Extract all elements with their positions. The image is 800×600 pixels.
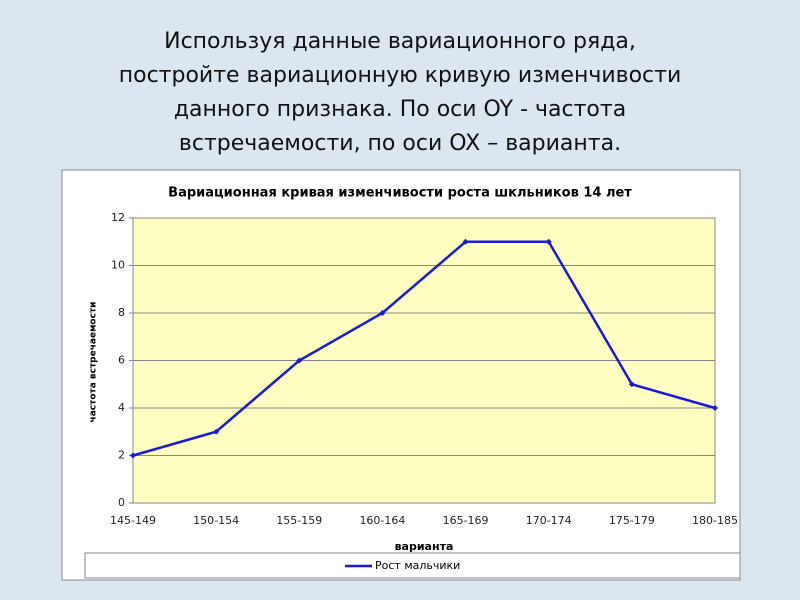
x-tick-label: 155-159 [276, 514, 322, 527]
point [130, 452, 136, 459]
chart-title: Вариационная кривая изменчивости роста ш… [168, 186, 632, 201]
y-axis-title: частота встречаемости [89, 302, 99, 423]
x-tick-label: 175-179 [609, 514, 655, 527]
legend [84, 552, 741, 579]
point [462, 238, 469, 245]
point [545, 238, 552, 245]
heading-line: Используя данные вариационного ряда, [164, 29, 636, 54]
y-tick-label: 2 [118, 449, 125, 462]
x-axis-title: варианта [395, 540, 454, 553]
heading-line: данного признака. По оси OY - частота [174, 97, 626, 122]
point [628, 381, 635, 388]
y-tick-label: 4 [118, 401, 125, 414]
x-tick-label: 150-154 [193, 514, 239, 527]
x-tick-label: 180-185 [692, 514, 738, 527]
y-tick-label: 12 [111, 211, 125, 224]
x-tick-label: 160-164 [359, 514, 405, 527]
x-tick-label: 170-174 [526, 514, 572, 527]
point [213, 428, 220, 435]
y-tick-label: 8 [118, 306, 125, 319]
y-tick-label: 6 [118, 354, 125, 367]
legend-label: Рост мальчики [375, 559, 460, 572]
point [712, 405, 718, 411]
x-tick-label: 145-149 [110, 514, 156, 527]
point [379, 310, 386, 316]
heading-line: постройте вариационную кривую изменчивос… [119, 63, 682, 88]
heading-line: встречаемости, по оси OX – варианта. [179, 131, 621, 156]
point [296, 357, 303, 364]
y-tick-label: 0 [118, 496, 125, 509]
series-line [132, 240, 716, 457]
y-tick-label: 10 [111, 259, 125, 272]
x-tick-label: 165-169 [443, 514, 489, 527]
